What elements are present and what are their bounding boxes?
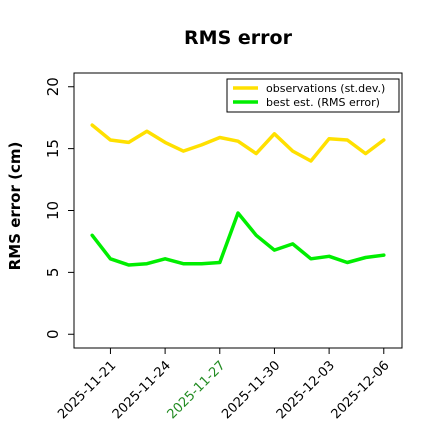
series-line-0	[90, 123, 386, 163]
y-tick-label: 20	[44, 77, 62, 96]
y-axis-label: RMS error (cm)	[6, 142, 24, 271]
legend-label-best-est: best est. (RMS error)	[266, 96, 380, 109]
y-tick-label: 15	[44, 139, 62, 158]
legend: observations (st.dev.) best est. (RMS er…	[226, 78, 400, 113]
y-tick-label: 10	[44, 201, 62, 220]
y-tick-label: 0	[44, 329, 62, 339]
x-axis: 2025-11-212025-11-242025-11-272025-11-30…	[55, 348, 393, 422]
y-tick-label: 5	[44, 268, 62, 278]
plot-frame	[73, 72, 403, 349]
legend-label-observations: observations (st.dev.)	[266, 82, 385, 95]
chart-title: RMS error	[184, 27, 293, 49]
x-tick-label: 2025-12-06	[329, 358, 393, 422]
y-axis: 0 5 10 15 20	[44, 77, 74, 339]
series-lines	[90, 123, 386, 267]
series-line-1	[90, 211, 386, 267]
legend-box	[226, 78, 400, 113]
